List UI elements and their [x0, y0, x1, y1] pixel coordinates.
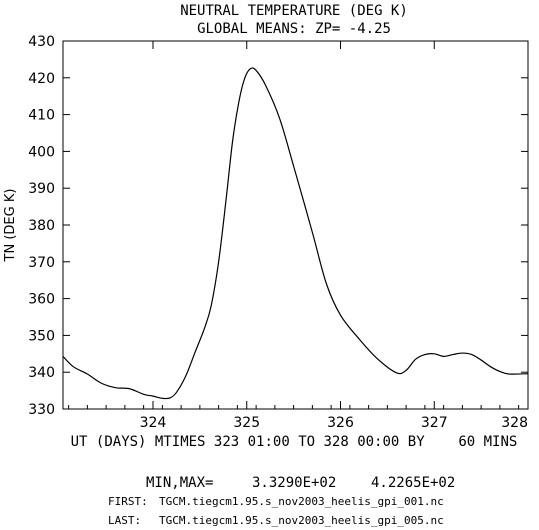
- x-tick-label: 328: [501, 415, 528, 431]
- y-tick-label: 370: [28, 255, 55, 271]
- min-max-readout: MIN,MAX= 3.3290E+02 4.2265E+02: [146, 475, 455, 491]
- series-line: [62, 67, 529, 400]
- x-tick-label: 326: [327, 415, 354, 431]
- y-tick-label: 360: [28, 292, 55, 308]
- x-axis: 324 325 326 327 328: [68, 41, 529, 431]
- y-tick-label: 350: [28, 328, 55, 344]
- y-tick-label: 410: [28, 108, 55, 124]
- first-file-label: FIRST:: [108, 495, 148, 508]
- x-axis-label: UT (DAYS) MTIMES 323 01:00 TO 328 00:00 …: [71, 434, 518, 450]
- last-file-line: LAST: TGCM.tiegcm1.95.s_nov2003_heelis_g…: [108, 514, 444, 527]
- y-tick-label: 380: [28, 218, 55, 234]
- y-tick-label: 430: [28, 34, 55, 50]
- min-value: 3.3290E+02: [252, 475, 336, 491]
- y-tick-label: 420: [28, 71, 55, 87]
- chart-title: NEUTRAL TEMPERATURE (DEG K): [180, 3, 408, 19]
- chart-subtitle: GLOBAL MEANS: ZP= -4.25: [197, 21, 391, 37]
- y-axis-label: TN (DEG K): [3, 189, 18, 263]
- y-tick-label: 340: [28, 365, 55, 381]
- min-max-label: MIN,MAX=: [146, 475, 213, 491]
- last-file-label: LAST:: [108, 514, 141, 527]
- y-axis: 330 340 350 360 370 380 390 400 410 420 430: [28, 34, 528, 418]
- last-file-name: TGCM.tiegcm1.95.s_nov2003_heelis_gpi_005…: [159, 514, 444, 527]
- x-tick-label: 325: [233, 415, 260, 431]
- max-value: 4.2265E+02: [371, 475, 455, 491]
- x-tick-label: 324: [140, 415, 167, 431]
- y-tick-label: 330: [28, 402, 55, 418]
- y-tick-label: 390: [28, 181, 55, 197]
- x-tick-label: 327: [421, 415, 448, 431]
- first-file-line: FIRST: TGCM.tiegcm1.95.s_nov2003_heelis_…: [108, 495, 444, 508]
- y-tick-label: 400: [28, 144, 55, 160]
- first-file-name: TGCM.tiegcm1.95.s_nov2003_heelis_gpi_001…: [159, 495, 444, 508]
